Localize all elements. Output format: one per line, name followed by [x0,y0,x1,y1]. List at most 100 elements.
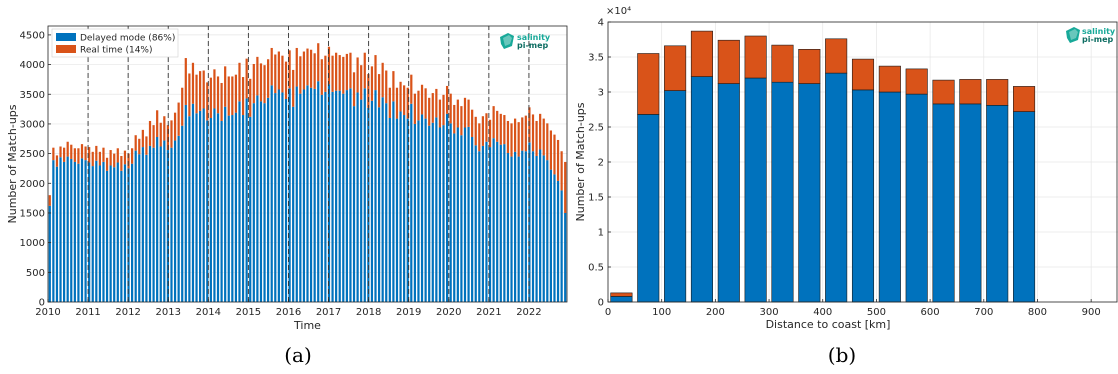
bar-delayed-mode [138,154,141,302]
bar-real-time [148,120,152,146]
bar-delayed-mode [295,86,298,303]
bar-real-time [413,93,416,124]
bar-real-time [513,118,517,152]
bar-real-time [531,114,535,152]
bar-real-time [499,113,502,145]
bar-real-time [510,123,513,157]
bar-real-time [744,35,767,79]
bar-real-time [249,78,252,117]
x-tick-label: 0 [605,307,611,318]
bar-delayed-mode [324,91,327,302]
bar-real-time [521,117,524,151]
bar-delayed-mode [48,205,51,302]
bar-real-time [428,97,431,126]
bar-real-time [453,104,456,134]
bar-real-time [131,148,134,164]
bar-real-time [159,122,162,147]
bar-delayed-mode [905,93,928,303]
bar-real-time [134,135,137,151]
bar-delayed-mode [66,156,69,302]
bar-delayed-mode [445,113,449,303]
bar-real-time [220,82,223,121]
bar-real-time [116,148,119,163]
bar-delayed-mode [503,144,506,302]
bar-delayed-mode [113,167,116,302]
y-tick-label: 3500 [20,90,45,101]
bar-delayed-mode [292,106,295,302]
bar-delayed-mode [349,88,352,303]
bar-real-time [277,51,280,90]
bar-delayed-mode [435,117,438,302]
bar-delayed-mode [199,110,202,303]
bar-real-time [292,69,295,107]
bar-real-time [66,141,69,157]
bar-delayed-mode [553,174,556,302]
bar-delayed-mode [256,95,259,302]
bar-delayed-mode [528,142,531,302]
bar-real-time [320,59,323,95]
bar-real-time [188,73,191,117]
bar-real-time [381,62,384,98]
bar-delayed-mode [345,90,348,302]
bar-delayed-mode [392,101,395,302]
panel-a-legend: Delayed mode (86%) Real time (14%) [51,28,179,58]
bar-delayed-mode [363,88,366,303]
panel-a-x-ticks: 2010 2011 2012 2013 2014 2015 2016 2017 2018 2019… [35,299,542,318]
bar-real-time [664,45,687,91]
panel-a-time-series: 0 500 1000 1500 2000 2500 3000 3500 4000 4500 201… [6,25,568,332]
bar-delayed-mode [338,90,341,302]
bar-delayed-mode [52,160,55,302]
y-tick-label: 2500 [20,149,45,160]
bar-real-time [109,150,112,166]
bar-real-time [506,120,510,154]
bar-delayed-mode [152,147,155,302]
bar-delayed-mode [105,170,109,302]
bar-real-time [335,52,338,91]
bar-delayed-mode [513,151,517,302]
bar-real-time [281,55,284,93]
bar-real-time [170,120,173,148]
bar-real-time [206,82,209,121]
bar-delayed-mode [449,123,452,302]
bar-real-time [141,129,144,148]
bar-delayed-mode [546,160,549,302]
bar-delayed-mode [560,190,563,302]
bar-delayed-mode [299,93,302,302]
x-tick-label: 500 [867,307,886,318]
bar-real-time [356,57,359,93]
bar-delayed-mode [120,170,123,302]
bar-delayed-mode [84,160,87,302]
bar-real-time [313,53,316,89]
bar-delayed-mode [406,118,409,302]
bar-real-time [73,148,76,162]
legend-swatch-real-time [56,45,76,53]
bar-real-time [98,151,102,166]
bar-delayed-mode [959,103,982,303]
bar-real-time [825,38,848,74]
bar-delayed-mode [145,154,148,302]
bar-real-time [417,90,420,121]
bar-delayed-mode [637,114,660,303]
bar-real-time [352,72,356,107]
bar-delayed-mode [259,101,263,302]
bar-delayed-mode [438,127,442,303]
bar-delayed-mode [932,103,955,303]
bar-delayed-mode [252,103,255,303]
bar-real-time [932,79,955,105]
bar-delayed-mode [80,158,84,302]
y-tick-label: 2000 [20,179,45,190]
panel-b-y-axis-label: Number of Match-ups [574,102,587,221]
y-tick-label: 3000 [20,119,45,130]
y-tick-label: 3 [598,88,604,99]
bar-real-time [227,76,230,116]
y-tick-label: 2.5 [588,123,604,134]
salinity-pi-mep-logo-icon [500,33,514,49]
bar-real-time [851,58,875,91]
bar-delayed-mode [173,140,177,302]
bar-real-time [798,48,821,84]
bar-delayed-mode [277,89,280,302]
bar-delayed-mode [55,166,59,302]
bar-delayed-mode [556,180,560,302]
bar-real-time [445,85,449,114]
bar-real-time [123,150,127,165]
